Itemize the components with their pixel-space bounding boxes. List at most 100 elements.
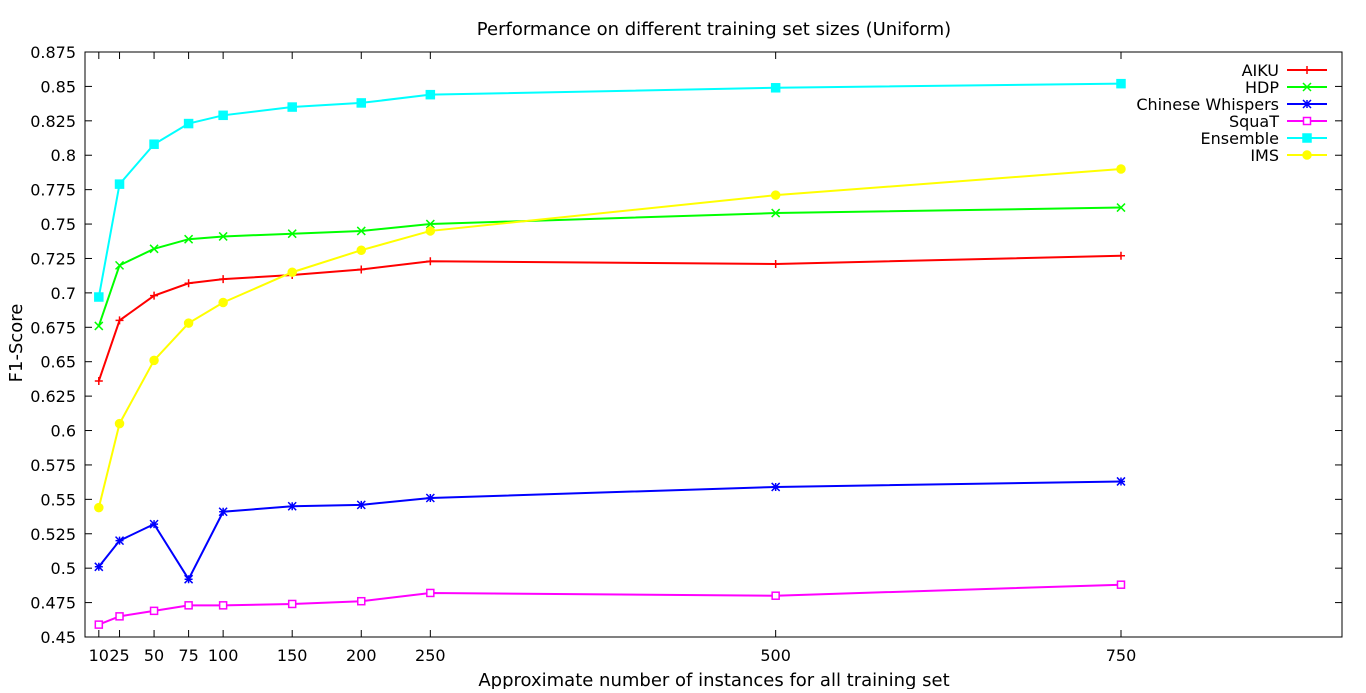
- data-point-marker: [356, 98, 367, 108]
- y-tick-label: 0.7: [51, 284, 76, 303]
- data-point-marker: [184, 574, 194, 584]
- chart-title: Performance on different training set si…: [477, 19, 951, 40]
- data-point-marker: [149, 606, 159, 616]
- data-point-marker: [771, 591, 780, 600]
- y-tick-label: 0.875: [30, 43, 76, 62]
- data-point-marker: [356, 245, 367, 255]
- plot-area-frame: [84, 51, 1343, 638]
- legend-item: Ensemble: [1201, 129, 1327, 148]
- data-point-marker: [94, 321, 104, 331]
- data-point-marker: [425, 219, 435, 229]
- data-point-marker: [425, 226, 436, 236]
- y-tick-label: 0.55: [40, 490, 76, 509]
- data-point-marker: [1303, 66, 1311, 74]
- data-point-marker: [218, 110, 228, 121]
- y-tick-label: 0.575: [30, 456, 76, 475]
- y-tick-label: 0.775: [30, 181, 76, 200]
- series-ensemble: [94, 78, 1126, 302]
- y-tick-label: 0.6: [51, 422, 76, 441]
- data-point-marker: [219, 275, 228, 284]
- data-point-marker: [771, 208, 781, 218]
- x-tick-label: 750: [1106, 646, 1137, 665]
- legend-label: SquaT: [1229, 112, 1279, 131]
- data-point-marker: [425, 493, 435, 503]
- data-point-marker: [771, 482, 781, 492]
- data-point-marker: [287, 229, 297, 239]
- legend-label: IMS: [1250, 146, 1279, 165]
- x-tick-label: 50: [144, 646, 164, 665]
- series-line: [98, 480, 1122, 582]
- data-point-marker: [94, 562, 104, 572]
- data-point-marker: [1302, 116, 1312, 126]
- legend-item: IMS: [1250, 146, 1327, 165]
- data-point-marker: [425, 89, 436, 100]
- data-point-marker: [184, 601, 193, 610]
- data-point-marker: [149, 519, 159, 529]
- data-point-marker: [1116, 580, 1126, 589]
- data-point-marker: [94, 292, 104, 302]
- data-point-marker: [115, 612, 124, 621]
- y-tick-label: 0.675: [30, 318, 76, 337]
- data-point-marker: [218, 601, 228, 610]
- data-point-marker: [357, 265, 366, 274]
- data-point-marker: [218, 231, 228, 241]
- data-point-marker: [115, 316, 124, 325]
- x-tick-label: 75: [178, 646, 198, 665]
- data-point-marker: [771, 259, 780, 268]
- data-point-marker: [287, 599, 297, 609]
- data-point-marker: [770, 83, 781, 93]
- x-tick-label: 200: [346, 646, 377, 665]
- data-point-marker: [1116, 251, 1125, 260]
- legend-item: Chinese Whispers: [1136, 95, 1327, 114]
- data-point-marker: [426, 588, 435, 598]
- data-point-marker: [287, 267, 297, 277]
- data-point-marker: [356, 500, 366, 510]
- x-tick-label: 500: [760, 646, 791, 665]
- legend-label: AIKU: [1242, 61, 1279, 80]
- data-point-marker: [218, 297, 228, 308]
- series-line: [97, 206, 1122, 327]
- y-tick-label: 0.65: [40, 353, 76, 372]
- y-tick-label: 0.725: [30, 249, 76, 268]
- y-tick-label: 0.475: [30, 594, 76, 613]
- data-point-marker: [287, 501, 297, 511]
- data-point-marker: [1116, 164, 1126, 174]
- legend-item: AIKU: [1242, 61, 1327, 80]
- series-layer: [94, 78, 1126, 629]
- y-tick-label: 0.5: [51, 559, 76, 578]
- series-hdp: [94, 203, 1126, 331]
- series-line: [97, 254, 1122, 382]
- x-axis-label: Approximate number of instances for all …: [478, 670, 949, 689]
- data-point-marker: [115, 260, 125, 270]
- data-point-marker: [115, 536, 125, 546]
- y-tick-label: 0.825: [30, 112, 76, 131]
- y-tick-label: 0.525: [30, 525, 76, 544]
- data-point-marker: [1116, 78, 1126, 89]
- data-point-marker: [94, 376, 103, 385]
- y-tick-label: 0.75: [40, 215, 76, 234]
- data-point-marker: [149, 139, 159, 149]
- x-tick-label: 150: [277, 646, 308, 665]
- series-ims: [94, 164, 1126, 513]
- data-point-marker: [426, 257, 435, 266]
- axes-layer: 0.45 0.475 0.5 0.525 0.55 0.575 0.6 0.625 0.65 0.…: [30, 43, 1342, 665]
- legend-label: HDP: [1245, 78, 1279, 97]
- y-tick-label: 0.45: [40, 628, 76, 647]
- data-point-marker: [1302, 133, 1312, 143]
- legend-label: Chinese Whispers: [1136, 95, 1279, 114]
- series-aiku: [94, 251, 1125, 385]
- series-line: [97, 168, 1122, 508]
- x-tick-label: 10: [89, 646, 109, 665]
- series-line: [98, 583, 1122, 626]
- legend-label: Ensemble: [1201, 129, 1279, 148]
- x-tick-label: 25: [109, 646, 129, 665]
- data-point-marker: [114, 179, 125, 189]
- data-point-marker: [94, 502, 104, 513]
- data-point-marker: [183, 318, 194, 328]
- data-point-marker: [1302, 82, 1312, 92]
- x-tick-label: 250: [415, 646, 446, 665]
- y-tick-label: 0.625: [30, 387, 76, 406]
